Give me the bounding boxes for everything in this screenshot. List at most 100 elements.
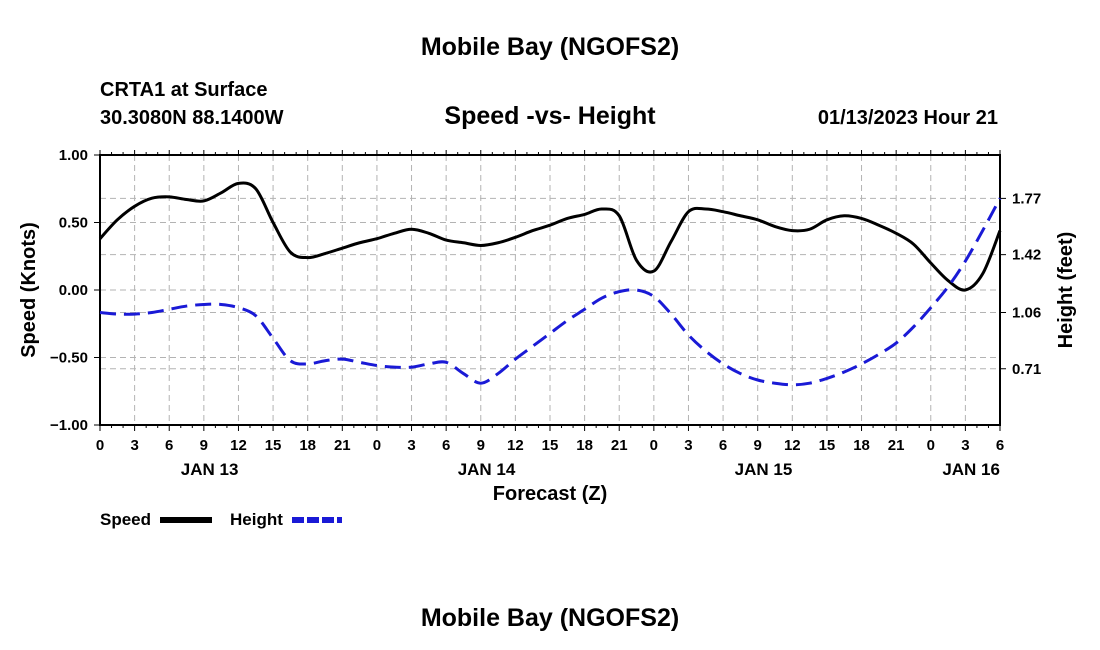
- y2-axis-label: Height (feet): [1055, 232, 1077, 349]
- series-height-point: [515, 359, 516, 360]
- series-height-point: [740, 373, 741, 374]
- date-label: JAN 13: [181, 460, 239, 479]
- series-height-point: [774, 383, 775, 384]
- series-height-point: [809, 383, 810, 384]
- series-height-point: [792, 384, 793, 385]
- series-height-point: [930, 307, 931, 308]
- series-height-point: [671, 314, 672, 315]
- series-height-point: [861, 363, 862, 364]
- series-speed-point: [567, 218, 568, 219]
- forecast-datetime: 01/13/2023 Hour 21: [818, 107, 998, 129]
- y2-tick-label: 1.77: [1012, 190, 1041, 207]
- series-height-point: [428, 363, 429, 364]
- series-height-point: [394, 367, 395, 368]
- series-speed-point: [826, 219, 827, 220]
- x-tick-label: 3: [961, 437, 969, 454]
- series-speed-point: [307, 257, 308, 258]
- footer-title: Mobile Bay (NGOFS2): [421, 604, 679, 632]
- y2-tick-label: 1.06: [1012, 305, 1041, 322]
- series-height-point: [705, 350, 706, 351]
- series-speed-point: [982, 273, 983, 274]
- series-speed-point: [324, 253, 325, 254]
- series-speed-point: [203, 200, 204, 201]
- series-speed-point: [463, 242, 464, 243]
- series-height-point: [99, 312, 100, 313]
- date-label: JAN 15: [735, 460, 793, 479]
- series-height-point: [757, 379, 758, 380]
- series-height-point: [722, 363, 723, 364]
- y-tick-label: −1.00: [50, 417, 88, 434]
- date-label: JAN 16: [942, 460, 1000, 479]
- x-tick-label: 6: [996, 437, 1004, 454]
- series-height-point: [567, 320, 568, 321]
- series-speed-point: [757, 219, 758, 220]
- series-speed-point: [601, 208, 602, 209]
- x-tick-label: 6: [719, 437, 727, 454]
- series-height-point: [896, 342, 897, 343]
- series-lines: [98, 181, 1002, 387]
- x-tick-label: 21: [888, 437, 905, 454]
- series-height-point: [290, 360, 291, 361]
- series-height-point: [117, 314, 118, 315]
- series-height-line: [99, 197, 1002, 387]
- x-tick-label: 9: [200, 437, 208, 454]
- series-height-point: [878, 354, 879, 355]
- series-speed-point: [930, 262, 931, 263]
- series-speed-point: [636, 260, 637, 261]
- series-speed-point: [947, 280, 948, 281]
- series-speed-point: [186, 199, 187, 200]
- x-tick-label: 18: [576, 437, 593, 454]
- series-speed-point: [428, 233, 429, 234]
- series-height-point: [999, 198, 1000, 199]
- series-height-point: [324, 360, 325, 361]
- series-height-point: [826, 378, 827, 379]
- series-height-point: [203, 304, 204, 305]
- legend-height-label: Height: [230, 510, 283, 529]
- x-tick-label: 21: [334, 437, 351, 454]
- x-tick-label: 0: [373, 437, 381, 454]
- series-speed-point: [515, 237, 516, 238]
- series-height-point: [497, 373, 498, 374]
- x-tick-label: 0: [96, 437, 104, 454]
- series-speed-point: [705, 208, 706, 209]
- series-speed-point: [532, 230, 533, 231]
- series-speed-point: [878, 225, 879, 226]
- y-tick-label: 0.50: [59, 215, 88, 232]
- series-speed-point: [792, 230, 793, 231]
- series-speed-point: [549, 225, 550, 226]
- x-tick-label: 3: [130, 437, 138, 454]
- series-height-point: [965, 260, 966, 261]
- series-speed-point: [653, 271, 654, 272]
- series-height-point: [446, 362, 447, 363]
- series-speed-point: [809, 229, 810, 230]
- x-tick-label: 9: [477, 437, 485, 454]
- x-tick-label: 6: [442, 437, 450, 454]
- series-speed-point: [342, 248, 343, 249]
- y2-tick-label: 0.71: [1012, 361, 1041, 378]
- series-height-point: [376, 365, 377, 366]
- series-height-point: [636, 289, 637, 290]
- series-speed-point: [446, 239, 447, 240]
- series-speed-point: [722, 211, 723, 212]
- x-tick-label: 9: [754, 437, 762, 454]
- x-tick-label: 0: [650, 437, 658, 454]
- x-tick-label: 21: [611, 437, 628, 454]
- series-speed-point: [169, 196, 170, 197]
- series-height-point: [480, 383, 481, 384]
- series-speed-point: [774, 226, 775, 227]
- x-tick-label: 18: [853, 437, 870, 454]
- x-tick-label: 18: [299, 437, 316, 454]
- series-height-point: [307, 363, 308, 364]
- station-coords: 30.3080N 88.1400W: [100, 107, 284, 129]
- series-height-point: [982, 230, 983, 231]
- x-tick-label: 15: [265, 437, 282, 454]
- series-speed-point: [913, 244, 914, 245]
- series-speed-point: [844, 215, 845, 216]
- x-tick-label: 12: [784, 437, 801, 454]
- y-axis-label: Speed (Knots): [18, 222, 40, 358]
- series-speed-point: [965, 289, 966, 290]
- series-speed-point: [999, 230, 1000, 231]
- series-height-point: [653, 296, 654, 297]
- series-speed-point: [359, 242, 360, 243]
- series-height-point: [186, 305, 187, 306]
